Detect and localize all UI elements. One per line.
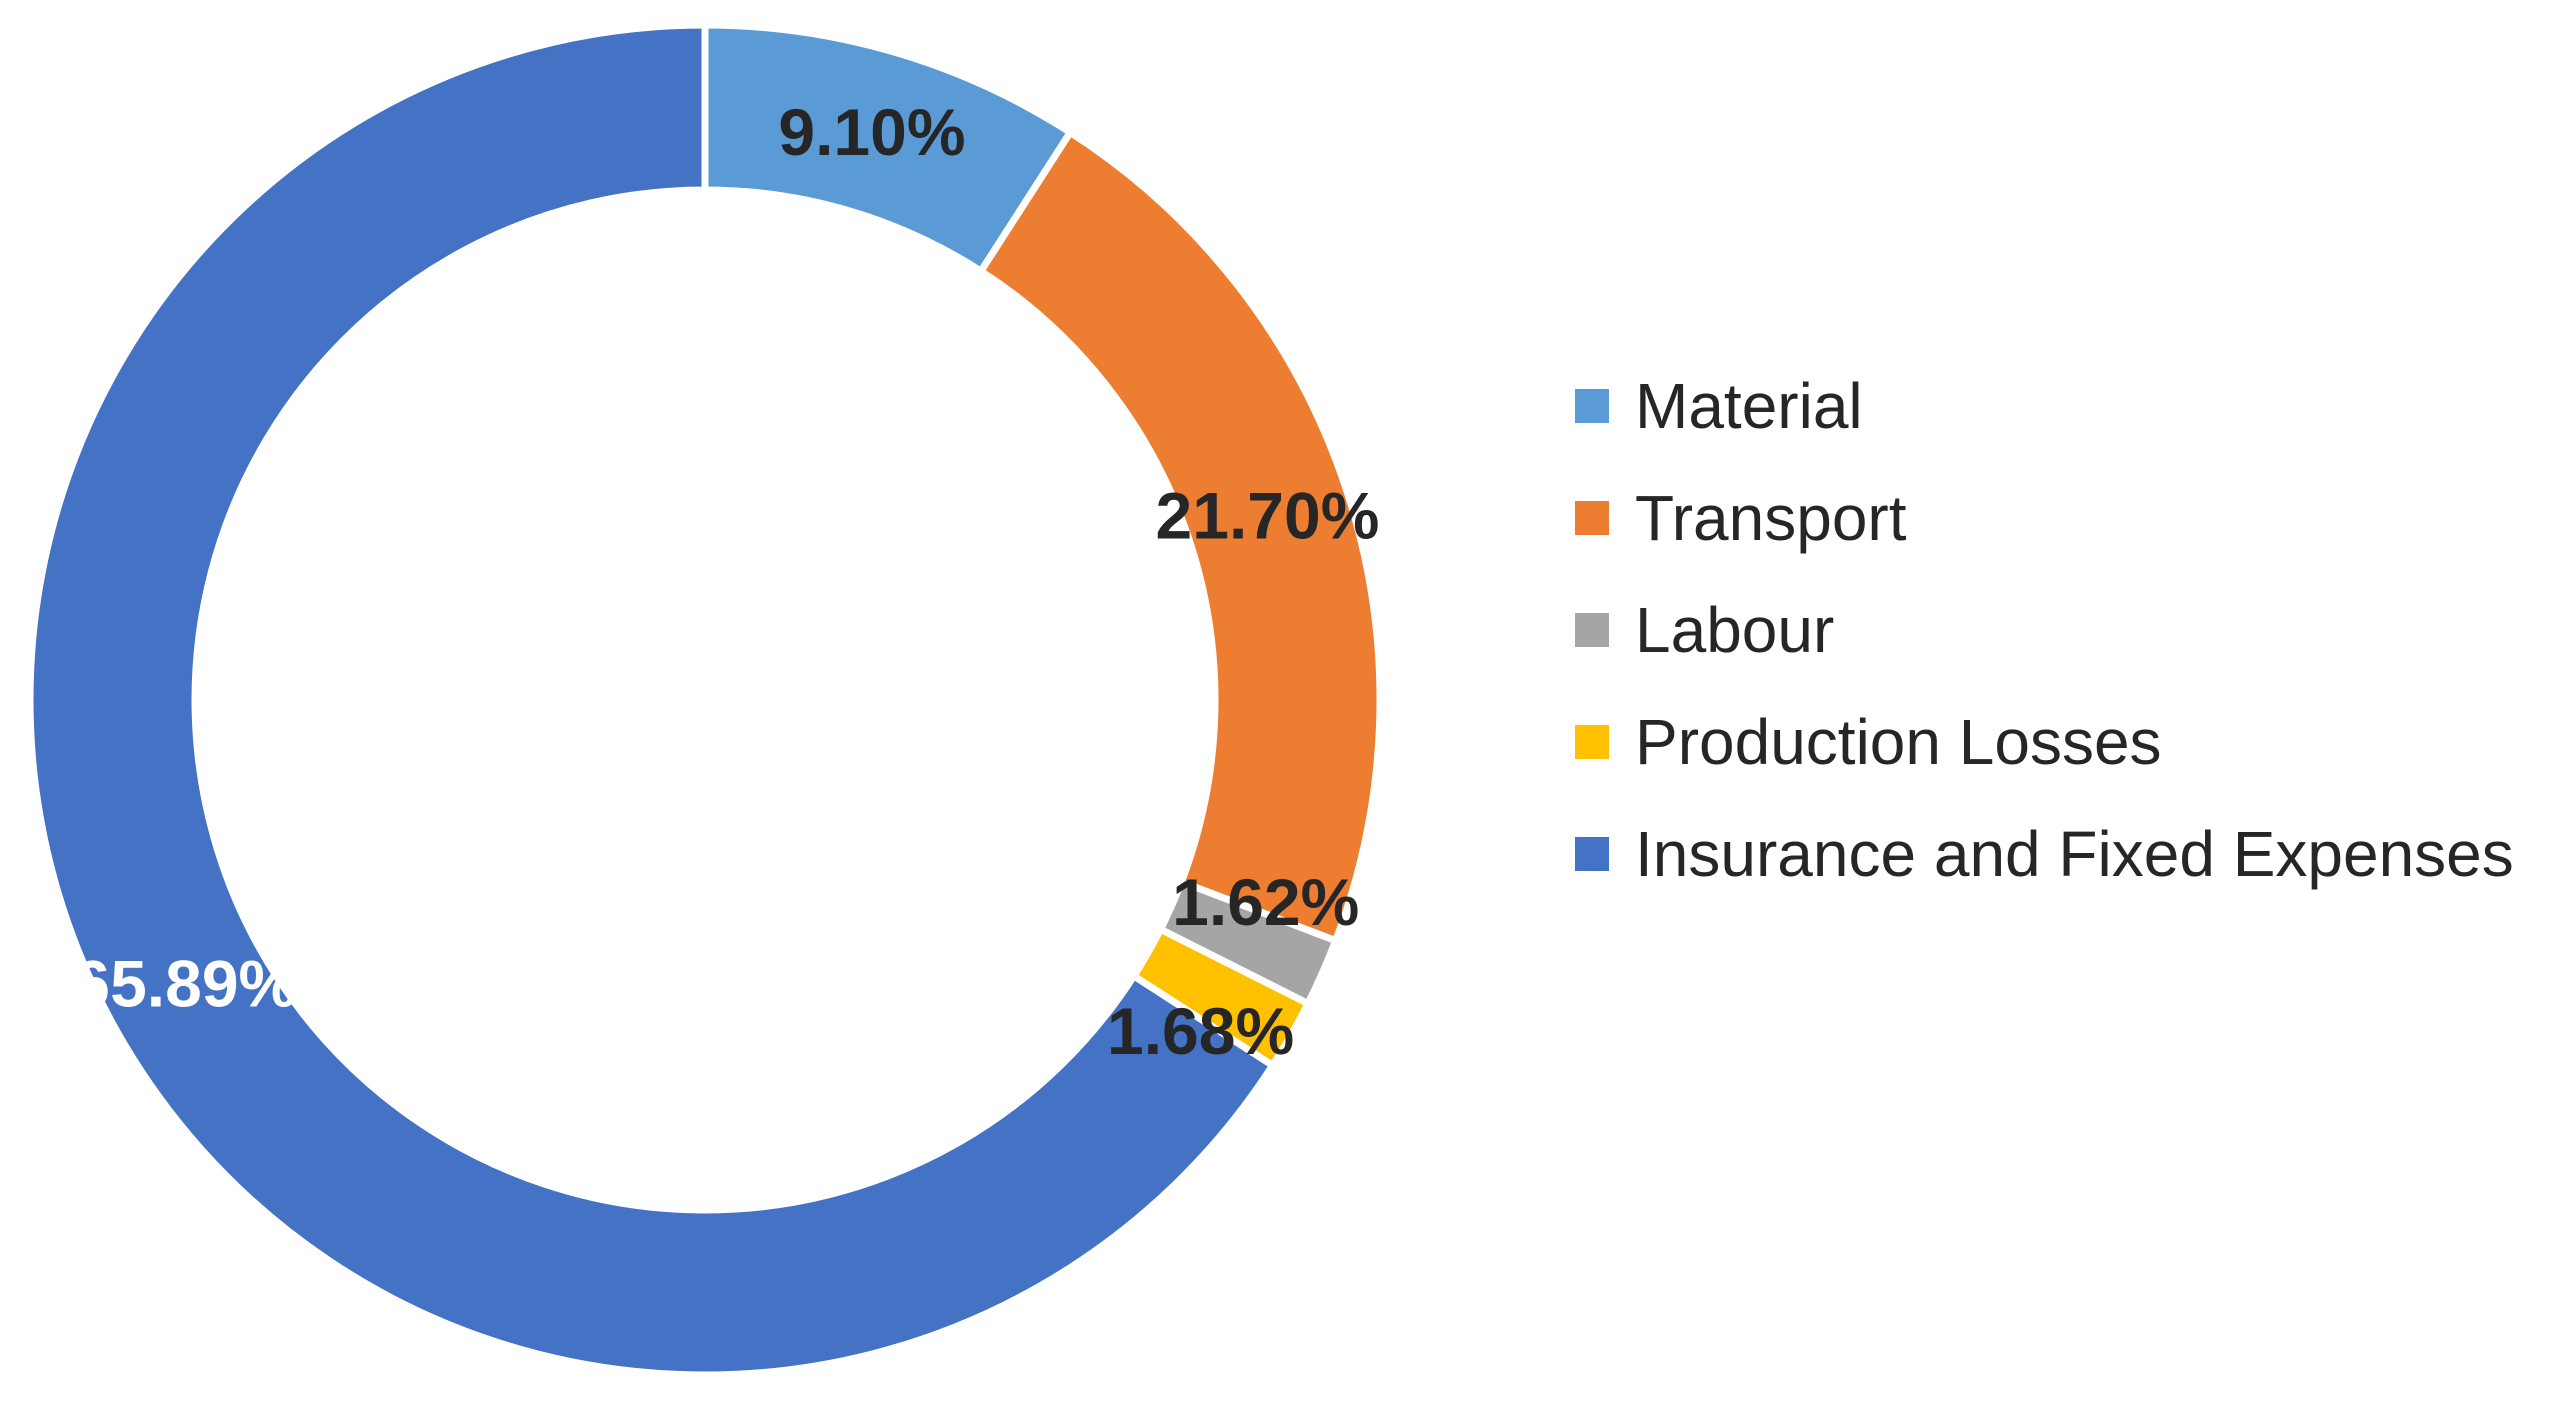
legend: Material Transport Labour Production Los… (1575, 350, 2555, 910)
legend-item-labour: Labour (1575, 574, 2555, 686)
legend-swatch-transport (1575, 501, 1609, 535)
donut-chart: 9.10% 21.70% 1.62% 1.68% 65.89% (26, 21, 1384, 1379)
data-label-material: 9.10% (778, 95, 965, 169)
legend-item-material: Material (1575, 350, 2555, 462)
legend-swatch-production-losses (1575, 725, 1609, 759)
legend-label-transport: Transport (1635, 482, 1907, 554)
legend-label-labour: Labour (1635, 594, 1835, 666)
legend-label-insurance-and-fixed-expenses: Insurance and Fixed Expenses (1635, 818, 2514, 890)
slice-transport (976, 127, 1384, 946)
legend-item-production-losses: Production Losses (1575, 686, 2555, 798)
legend-swatch-insurance-and-fixed-expenses (1575, 837, 1609, 871)
data-label-transport: 21.70% (1156, 478, 1380, 552)
legend-swatch-material (1575, 389, 1609, 423)
slice-group (26, 21, 1384, 1379)
legend-item-transport: Transport (1575, 462, 2555, 574)
data-label-insurance-and-fixed-expenses: 65.89% (73, 947, 297, 1021)
slice-insurance-and-fixed-expenses (26, 21, 1278, 1379)
legend-label-material: Material (1635, 370, 1863, 442)
legend-swatch-labour (1575, 613, 1609, 647)
legend-label-production-losses: Production Losses (1635, 706, 2162, 778)
legend-item-insurance-and-fixed-expenses: Insurance and Fixed Expenses (1575, 798, 2555, 910)
data-label-labour: 1.62% (1172, 865, 1359, 939)
data-label-production-losses: 1.68% (1107, 994, 1294, 1068)
label-group: 9.10% 21.70% 1.62% 1.68% 65.89% (73, 95, 1379, 1068)
